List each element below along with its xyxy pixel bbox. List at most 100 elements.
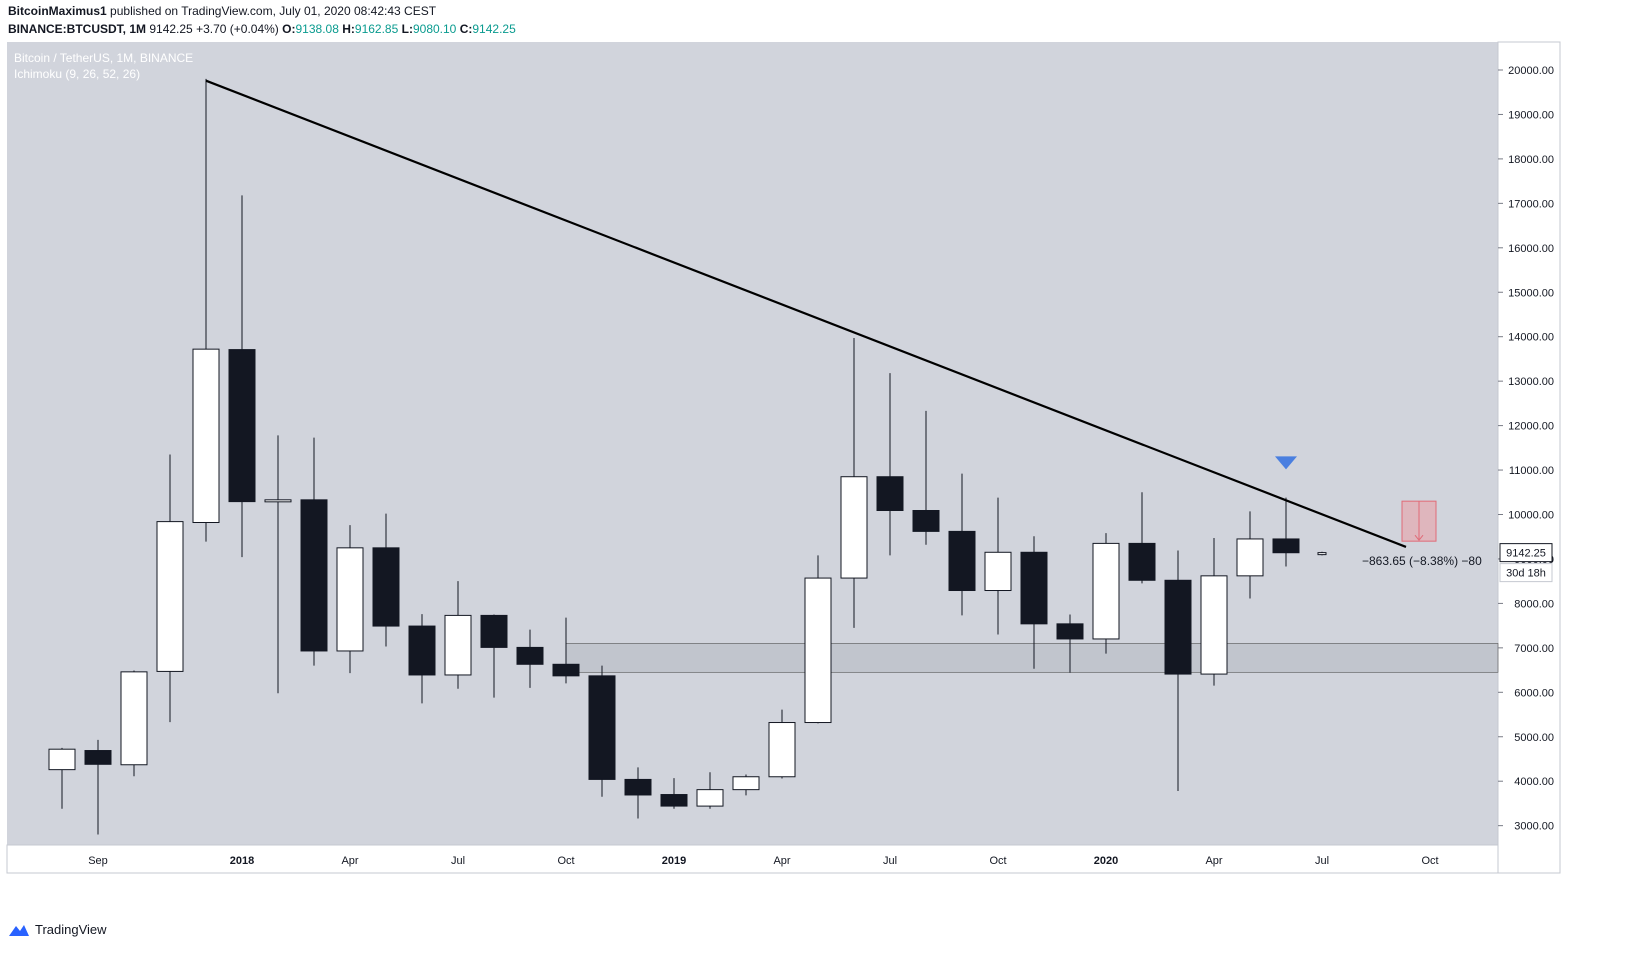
candle-body	[696, 789, 724, 807]
publish-info: BitcoinMaximus1 published on TradingView…	[8, 4, 436, 18]
y-tick-label: 10000.00	[1508, 510, 1554, 522]
y-tick-label: 15000.00	[1508, 287, 1554, 299]
candle	[840, 338, 868, 628]
x-tick-label: 2018	[230, 855, 254, 867]
candle-body	[84, 750, 112, 765]
candle	[516, 629, 544, 688]
x-tick-label: Oct	[1421, 855, 1438, 867]
candle-body	[552, 663, 580, 677]
candle-body	[1128, 542, 1156, 581]
y-tick-label: 7000.00	[1514, 643, 1554, 655]
resistance-trendline[interactable]	[205, 79, 1407, 548]
candle-body	[1272, 538, 1300, 554]
candle-body	[1164, 579, 1192, 675]
y-tick-label: 8000.00	[1514, 598, 1554, 610]
candle	[192, 78, 220, 542]
y-tick-label: 16000.00	[1508, 243, 1554, 255]
last-price: 9142.25	[149, 22, 193, 36]
x-tick-label: Oct	[557, 855, 574, 867]
candle	[372, 513, 400, 647]
projection-arrow-head	[1414, 534, 1424, 541]
candle	[1272, 497, 1300, 567]
candle-body	[660, 794, 688, 807]
candle	[156, 454, 184, 723]
candle-body	[840, 476, 868, 579]
candle	[48, 747, 76, 809]
x-tick-label: Apr	[1205, 855, 1222, 867]
open-value: 9138.08	[295, 22, 339, 36]
candle-body	[912, 509, 940, 532]
y-tick-label: 19000.00	[1508, 109, 1554, 121]
low-value: 9080.10	[412, 22, 457, 36]
change-value: +3.70 (+0.04%)	[196, 22, 279, 36]
candle-body	[1020, 551, 1048, 625]
candle-body	[516, 646, 544, 665]
x-tick-label: Oct	[989, 855, 1006, 867]
author-name[interactable]: BitcoinMaximus1	[8, 4, 107, 18]
candle-body	[732, 776, 760, 791]
legend-title: Bitcoin / TetherUS, 1M, BINANCE	[14, 51, 193, 65]
candle	[660, 778, 688, 809]
published-text: published on TradingView.com, July 01, 2…	[110, 4, 437, 18]
candle	[1317, 551, 1327, 556]
candle-body	[228, 349, 256, 503]
candle	[84, 739, 112, 835]
candle	[480, 614, 508, 698]
candle-body	[1200, 575, 1228, 675]
high-label: H:	[342, 22, 355, 36]
candle-body	[1056, 623, 1084, 640]
price-badge	[1499, 543, 1553, 563]
x-tick-label: Sep	[88, 855, 108, 867]
candle	[1200, 538, 1228, 686]
candle-body	[156, 521, 184, 672]
candle-body	[948, 530, 976, 592]
x-tick-label: 2019	[662, 855, 686, 867]
price-axis[interactable]	[1497, 41, 1561, 874]
support-zone	[565, 643, 1499, 673]
candle-body	[192, 348, 220, 524]
y-tick-label: 20000.00	[1508, 65, 1554, 77]
candle-body	[120, 671, 148, 766]
measure-label: −863.65 (−8.38%) −80	[1362, 554, 1482, 568]
y-tick-label: 17000.00	[1508, 198, 1554, 210]
candle-body	[480, 614, 508, 648]
candle	[408, 614, 436, 704]
x-tick-label: Jul	[1315, 855, 1329, 867]
candle	[336, 525, 364, 674]
y-tick-label: 4000.00	[1514, 776, 1554, 788]
countdown-label: 30d 18h	[1506, 568, 1546, 580]
x-tick-label: 2020	[1094, 855, 1118, 867]
y-tick-label: 6000.00	[1514, 687, 1554, 699]
close-label: C:	[459, 22, 473, 36]
candle	[228, 195, 256, 558]
candle-body	[372, 547, 400, 627]
x-tick-label: Jul	[451, 855, 465, 867]
candle-body	[984, 551, 1012, 592]
x-tick-label: Apr	[341, 855, 358, 867]
candle-body	[768, 722, 796, 778]
candle-body	[444, 614, 472, 676]
candle	[948, 473, 976, 616]
candle	[444, 581, 472, 689]
high-value: 9162.85	[354, 22, 399, 36]
candle-body	[804, 577, 832, 724]
candle	[552, 617, 580, 684]
y-tick-label: 3000.00	[1514, 821, 1554, 833]
footer-brand-label: TradingView	[35, 922, 107, 937]
open-label: O:	[282, 22, 296, 36]
legend-indicator: Ichimoku (9, 26, 52, 26)	[14, 67, 140, 81]
candle	[1236, 511, 1264, 599]
candle-body	[48, 748, 76, 771]
candle-body	[336, 547, 364, 652]
footer-brand[interactable]: TradingView	[8, 922, 107, 937]
price-badge-label: 9142.25	[1506, 548, 1546, 560]
x-tick-label: Apr	[773, 855, 790, 867]
symbol-label: BINANCE:BTCUSDT, 1M	[8, 22, 146, 36]
time-axis[interactable]	[6, 844, 1499, 874]
candle-body	[300, 499, 328, 652]
candle-body	[1236, 538, 1264, 577]
candle	[1056, 614, 1084, 673]
candle	[1164, 550, 1192, 791]
